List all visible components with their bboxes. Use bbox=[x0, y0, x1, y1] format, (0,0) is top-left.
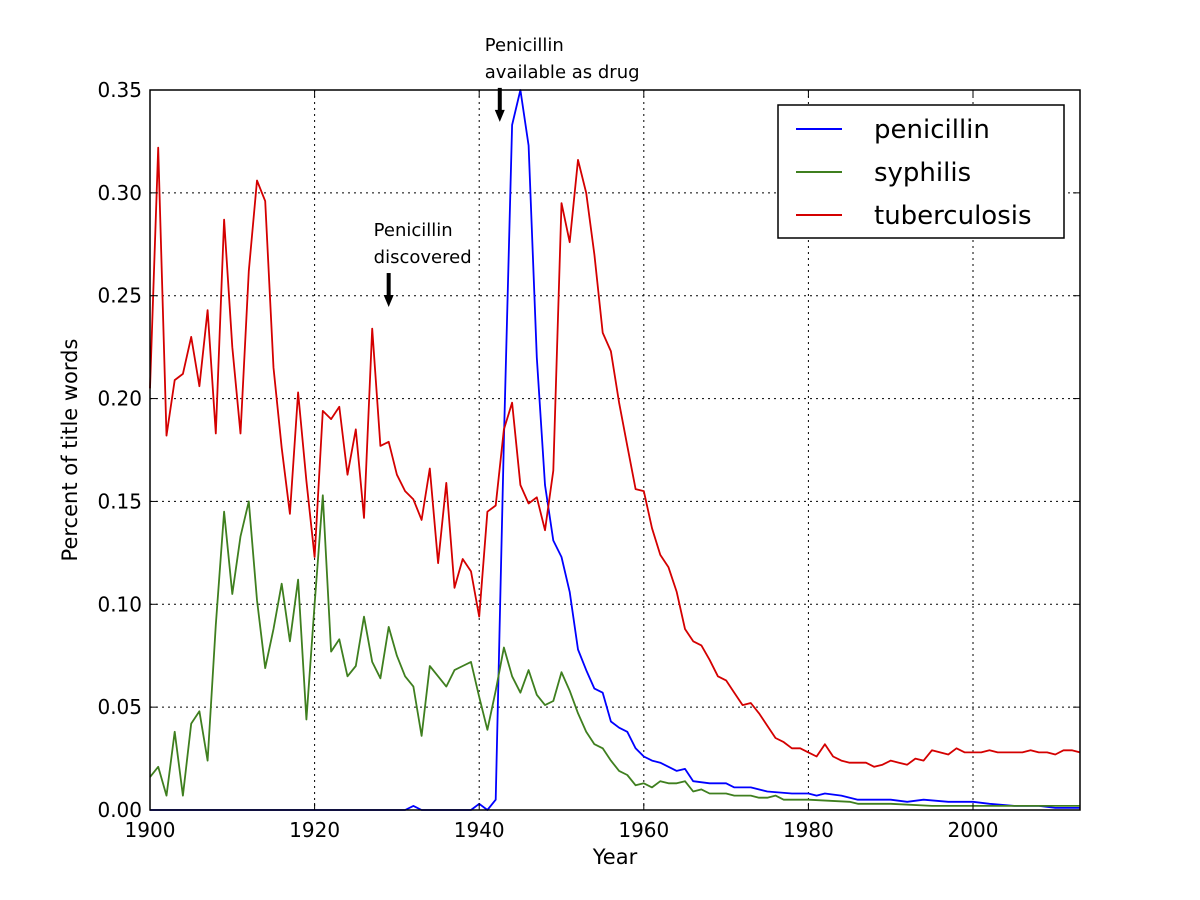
legend-label: syphilis bbox=[874, 158, 971, 188]
x-tick-label: 1960 bbox=[618, 818, 669, 842]
legend: penicillin syphilis tuberculosis bbox=[777, 104, 1065, 239]
series-line-penicillin bbox=[150, 89, 1080, 811]
axis-ticks: 1900 1920 1940 1960 1980 2000 0.00 0.05 0.10 0.15… bbox=[97, 78, 1080, 842]
y-tick-label: 0.30 bbox=[97, 181, 142, 205]
annotations: Penicillin discovered Penicillin available … bbox=[374, 35, 640, 308]
annotation-text: discovered bbox=[374, 247, 472, 268]
series-lines bbox=[149, 89, 1081, 811]
x-tick-label: 2000 bbox=[948, 818, 999, 842]
y-tick-label: 0.35 bbox=[97, 78, 142, 102]
x-axis-label: Year bbox=[592, 845, 638, 869]
legend-label: tuberculosis bbox=[874, 201, 1032, 231]
legend-label: penicillin bbox=[874, 115, 990, 145]
annotation-text: Penicillin bbox=[374, 220, 453, 241]
annotation-text: Penicillin bbox=[485, 35, 564, 56]
y-tick-label: 0.15 bbox=[97, 489, 142, 513]
series-line-syphilis bbox=[149, 494, 1080, 807]
y-tick-label: 0.20 bbox=[97, 387, 142, 411]
x-tick-label: 1940 bbox=[454, 818, 505, 842]
series-line-tuberculosis bbox=[149, 146, 1081, 768]
y-tick-label: 0.10 bbox=[97, 592, 142, 616]
y-axis-label: Percent of title words bbox=[58, 339, 82, 562]
x-tick-label: 1980 bbox=[783, 818, 834, 842]
x-tick-label: 1900 bbox=[125, 818, 176, 842]
y-tick-label: 0.00 bbox=[97, 798, 142, 822]
x-tick-label: 1920 bbox=[289, 818, 340, 842]
annotation-text: available as drug bbox=[485, 62, 640, 83]
y-tick-label: 0.05 bbox=[97, 695, 142, 719]
y-tick-label: 0.25 bbox=[97, 284, 142, 308]
annotation-arrowhead bbox=[494, 109, 505, 122]
annotation-arrowhead bbox=[383, 295, 394, 308]
plot-frame bbox=[149, 89, 1081, 811]
